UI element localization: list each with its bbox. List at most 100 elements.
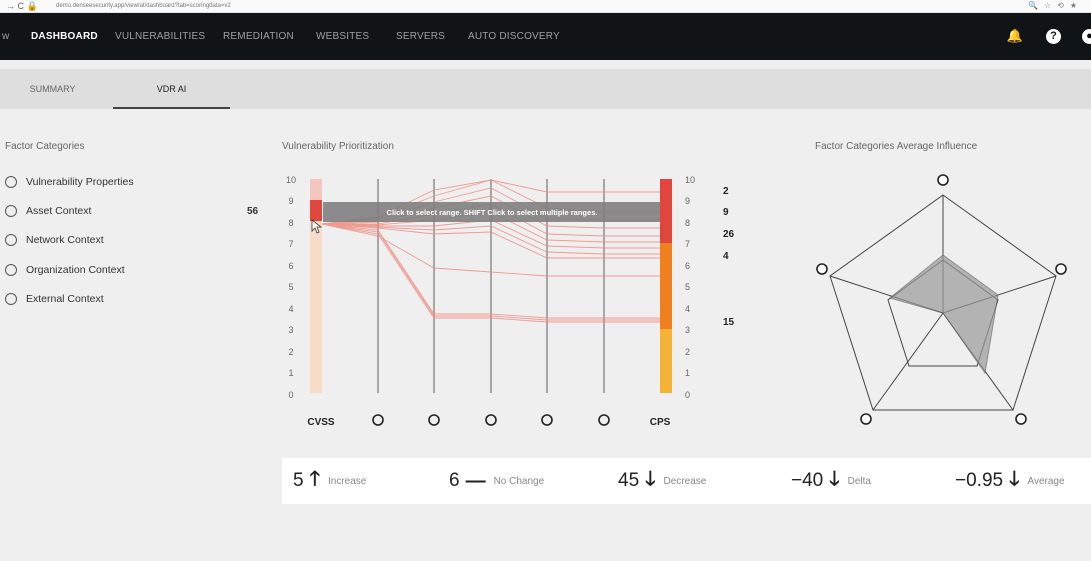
help-icon[interactable]: ?: [1046, 29, 1061, 44]
stat-no-change: 6— No Change: [449, 458, 544, 504]
stat-label: Decrease: [663, 475, 707, 487]
left-tick: 7: [288, 239, 293, 249]
factor-asset-context[interactable]: Asset Context: [5, 203, 91, 219]
factor-label: External Context: [26, 293, 104, 305]
factor-categories-title: Factor Categories: [5, 141, 85, 152]
arrow-down-icon: 🡓: [645, 468, 656, 490]
axis-selector-icon[interactable]: [428, 414, 440, 426]
bell-icon[interactable]: 🔔: [1006, 28, 1024, 43]
right-tick: 9: [685, 196, 690, 206]
radio-icon[interactable]: [5, 205, 17, 217]
account-icon[interactable]: ●: [1082, 29, 1091, 44]
radar-axis-icon[interactable]: [1015, 413, 1027, 425]
right-tick: 10: [685, 175, 695, 185]
cvss-bar[interactable]: [310, 179, 322, 393]
radio-icon[interactable]: [5, 234, 17, 246]
cps-count: 4: [723, 251, 729, 262]
factor-label: Vulnerability Properties: [26, 176, 134, 188]
range-tooltip-text: Click to select range. SHIFT Click to se…: [387, 208, 598, 217]
stat-label: Increase: [327, 475, 367, 487]
browser-nav-icons[interactable]: → C 🔒: [6, 1, 38, 11]
axis-selector-icon[interactable]: [372, 414, 384, 426]
factor-external-context[interactable]: External Context: [5, 291, 104, 307]
cps-axis-label: CPS: [650, 417, 671, 428]
asset-context-count: 56: [247, 206, 259, 217]
arrow-down-icon: 🡓: [829, 468, 840, 490]
cps-count: 26: [723, 229, 735, 240]
radio-icon[interactable]: [5, 264, 17, 276]
left-tick: 0: [288, 390, 293, 400]
cursor-icon: [311, 219, 323, 234]
arrow-down-icon: 🡓: [1009, 468, 1020, 490]
radar-axis-icon[interactable]: [937, 174, 949, 186]
left-tick: 3: [288, 325, 293, 335]
left-tick: 10: [286, 175, 296, 185]
radio-icon[interactable]: [5, 293, 17, 305]
cps-count: 9: [723, 207, 729, 218]
browser-toolbar-icons[interactable]: 🔍☆⟲★: [1027, 1, 1083, 10]
factor-network-context[interactable]: Network Context: [5, 232, 104, 248]
right-tick: 5: [685, 282, 690, 292]
left-tick: 4: [288, 304, 293, 314]
stats-bar: 5 🡑 Increase 6— No Change 45 🡓 Decrease −40 🡓 D…: [282, 458, 1091, 504]
vuln-prioritization-title: Vulnerability Prioritization: [282, 141, 394, 152]
nav-item-remediation[interactable]: REMEDIATION: [223, 31, 294, 42]
factor-organization-context[interactable]: Organization Context: [5, 262, 125, 278]
stat-delta: −40 🡓 Delta: [791, 458, 871, 504]
stat-increase: 5 🡑 Increase: [293, 458, 366, 504]
left-tick: 8: [288, 218, 293, 228]
right-tick: 7: [685, 239, 690, 249]
right-tick: 2: [685, 347, 690, 357]
stat-value: 6: [449, 470, 460, 491]
factor-vulnerability-properties[interactable]: Vulnerability Properties: [5, 174, 134, 190]
arrow-up-icon: 🡑: [309, 468, 320, 490]
stat-value: −40: [791, 470, 824, 491]
nav-partial-item[interactable]: w: [2, 31, 10, 42]
stat-value: 5: [293, 470, 304, 491]
right-tick: 3: [685, 325, 690, 335]
tab-vdr-ai[interactable]: VDR AI: [113, 69, 230, 109]
radar-area: [888, 254, 999, 375]
left-tick: 9: [288, 196, 293, 206]
left-tick: 2: [288, 347, 293, 357]
top-navigation: w DASHBOARD VULNERABILITIES REMEDIATION …: [0, 13, 1091, 60]
left-tick: 5: [288, 282, 293, 292]
radar-title: Factor Categories Average Influence: [815, 141, 978, 152]
radar-axis-icon[interactable]: [1055, 263, 1067, 275]
browser-bar: → C 🔒 demo.denseesecurity.app/view/at/da…: [0, 0, 1091, 13]
cps-bar[interactable]: [660, 179, 672, 393]
stat-average: −0.95 🡓 Average: [955, 458, 1065, 504]
nav-item-dashboard[interactable]: DASHBOARD: [31, 31, 98, 42]
cvss-axis-label: CVSS: [307, 417, 335, 428]
axis-selector-icon[interactable]: [541, 414, 553, 426]
tab-bar: SUMMARY VDR AI: [0, 69, 1091, 109]
factor-label: Network Context: [26, 234, 104, 246]
radar-axis-icon[interactable]: [860, 413, 872, 425]
stat-value: −0.95: [955, 470, 1004, 491]
dash-icon: —: [465, 469, 486, 492]
stat-label: Delta: [847, 475, 871, 487]
right-tick: 4: [685, 304, 690, 314]
radar-axis-icon[interactable]: [816, 263, 828, 275]
tab-summary[interactable]: SUMMARY: [29, 84, 76, 94]
stat-label: Average: [1027, 475, 1065, 487]
stat-decrease: 45 🡓 Decrease: [618, 458, 706, 504]
nav-item-websites[interactable]: WEBSITES: [316, 31, 370, 42]
browser-url[interactable]: demo.denseesecurity.app/view/at/dashboar…: [56, 3, 231, 9]
nav-item-auto-discovery[interactable]: AUTO DISCOVERY: [468, 31, 560, 42]
parallel-coordinates-chart[interactable]: 10 9 8 7 6 5 4 3 2 1 0: [280, 168, 750, 438]
right-tick: 8: [685, 218, 690, 228]
factor-label: Organization Context: [26, 264, 125, 276]
cps-count: 15: [723, 317, 735, 328]
radio-icon[interactable]: [5, 176, 17, 188]
axis-selector-icon[interactable]: [598, 414, 610, 426]
left-tick: 1: [288, 368, 293, 378]
axis-selector-icon[interactable]: [485, 414, 497, 426]
left-tick: 6: [288, 261, 293, 271]
nav-item-vulnerabilities[interactable]: VULNERABILITIES: [115, 31, 206, 42]
radar-chart: [816, 174, 1067, 425]
range-tooltip: [323, 202, 661, 222]
stat-value: 45: [618, 470, 640, 491]
nav-item-servers[interactable]: SERVERS: [396, 31, 446, 42]
factor-label: Asset Context: [26, 205, 92, 217]
